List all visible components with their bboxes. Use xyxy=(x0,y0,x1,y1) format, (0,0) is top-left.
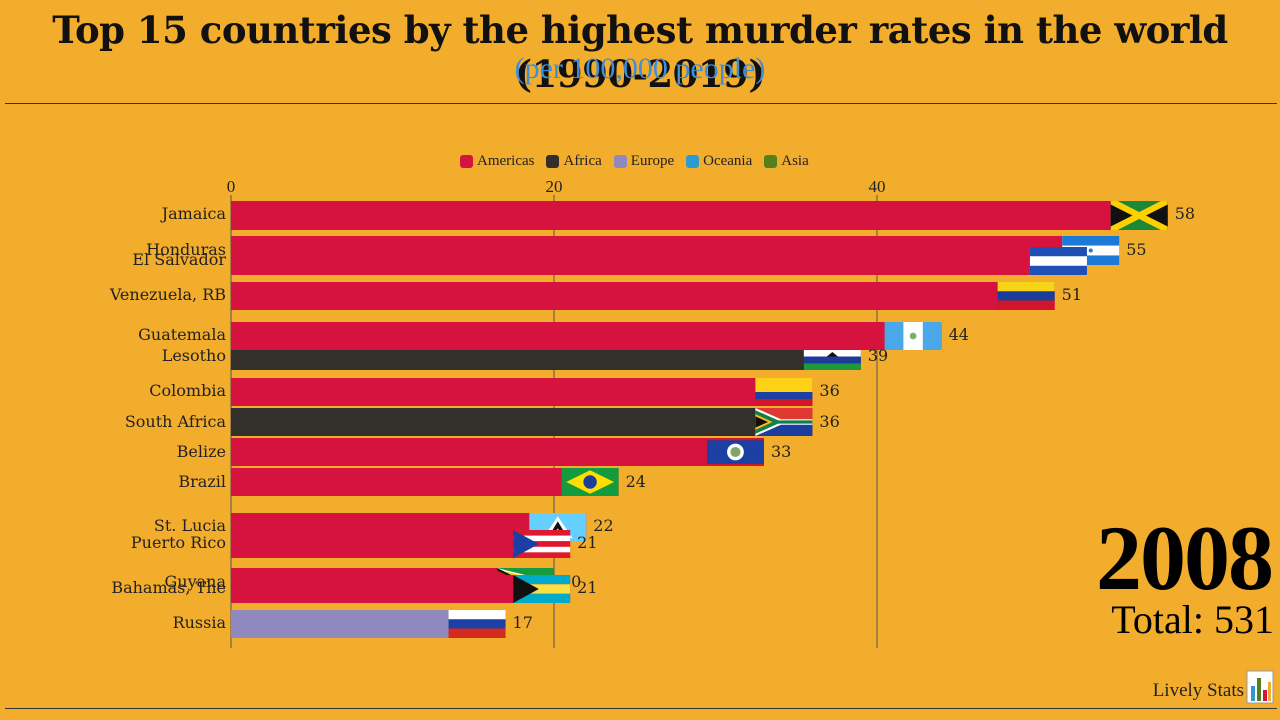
x-tick-label: 20 xyxy=(546,177,563,196)
x-tick-label: 0 xyxy=(227,177,236,196)
value-label: 39 xyxy=(868,346,888,365)
category-label: Puerto Rico xyxy=(131,533,226,552)
value-label: 51 xyxy=(1062,285,1082,304)
chart-subtitle: (per 100,000 people) xyxy=(514,52,766,85)
legend-label: Americas xyxy=(477,153,535,169)
legend-item-europe: Europe xyxy=(613,153,675,170)
bar xyxy=(231,378,813,406)
puerto-rico-flag xyxy=(513,530,571,558)
value-label: 24 xyxy=(626,472,646,491)
guatemala-flag xyxy=(884,322,942,350)
bar xyxy=(231,322,942,350)
bar xyxy=(231,408,813,436)
colombia-flag xyxy=(755,378,813,406)
legend-label: Europe xyxy=(630,153,675,169)
x-tick-label: 40 xyxy=(869,177,886,196)
category-label: Guatemala xyxy=(138,325,226,344)
category-label: El Salvador xyxy=(132,250,226,269)
brazil-flag xyxy=(561,468,619,496)
chart-title: Top 15 countries by the highest murder r… xyxy=(52,8,1228,96)
bar xyxy=(231,282,1055,310)
russia-flag xyxy=(448,610,506,638)
value-label: 36 xyxy=(819,412,839,431)
value-label: 21 xyxy=(577,578,597,597)
bar xyxy=(231,468,619,496)
value-label: 44 xyxy=(949,325,969,344)
category-label: Belize xyxy=(177,442,226,461)
south-africa-flag xyxy=(755,408,813,436)
category-label: Guyana xyxy=(164,572,226,591)
category-label: Russia xyxy=(173,613,227,632)
lesotho-flag xyxy=(803,350,861,370)
legend-label: Africa xyxy=(563,153,602,169)
category-label: St. Lucia xyxy=(154,516,227,535)
bar xyxy=(231,201,1168,230)
category-label: Jamaica xyxy=(160,204,227,223)
legend: Americas Africa Europe Oceania Asia xyxy=(460,153,809,170)
bar xyxy=(231,350,861,370)
value-label: 22 xyxy=(593,516,613,535)
legend-swatch xyxy=(764,155,778,168)
category-label: South Africa xyxy=(125,412,227,431)
category-label: Brazil xyxy=(178,472,226,491)
value-label: 33 xyxy=(771,442,791,461)
el-salvador-flag xyxy=(1029,247,1087,275)
bottom-divider xyxy=(5,708,1277,709)
year-counter: 2008 xyxy=(1096,507,1274,609)
category-label: Lesotho xyxy=(162,346,226,365)
belize-flag xyxy=(706,438,764,466)
legend-item-americas: Americas xyxy=(460,153,534,170)
bar xyxy=(231,438,764,466)
value-label: 17 xyxy=(513,613,533,632)
category-label: Colombia xyxy=(149,381,226,400)
legend-swatch xyxy=(686,155,700,168)
jamaica-flag xyxy=(1110,201,1168,230)
category-label: Honduras xyxy=(146,240,226,259)
legend-item-africa: Africa xyxy=(546,153,602,170)
legend-label: Asia xyxy=(781,153,809,169)
legend-item-asia: Asia xyxy=(764,153,809,170)
legend-swatch xyxy=(546,155,560,168)
venezuela-flag xyxy=(997,282,1055,310)
brand-label: Lively Stats xyxy=(1152,680,1244,701)
legend-swatch xyxy=(460,155,473,168)
bahamas-flag xyxy=(513,575,571,603)
top-divider xyxy=(5,103,1277,104)
value-label: 21 xyxy=(577,533,597,552)
brand-logo-icon xyxy=(1246,670,1274,704)
legend-label: Oceania xyxy=(703,153,753,169)
total-counter: Total: 531 xyxy=(1111,597,1274,642)
legend-swatch xyxy=(613,155,627,168)
value-label: 58 xyxy=(1175,204,1195,223)
bar xyxy=(231,247,1087,275)
category-label: Bahamas, The xyxy=(111,578,226,597)
category-label: Venezuela, RB xyxy=(109,285,226,304)
value-label: 36 xyxy=(819,381,839,400)
legend-item-oceania: Oceania xyxy=(686,153,752,170)
value-label: 55 xyxy=(1126,240,1146,259)
